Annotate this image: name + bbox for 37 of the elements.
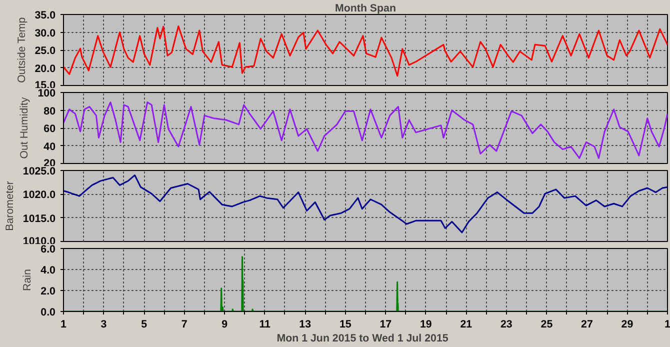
x-tick-label: 7 [181, 318, 188, 330]
y-axis-title: Rain [22, 268, 34, 291]
y-tick-label: 1020.0 [22, 189, 56, 202]
y-tick-label: 40 [44, 140, 56, 153]
x-tick-label: 25 [540, 318, 553, 330]
x-tick-label: 9 [222, 318, 228, 330]
x-tick-label: 21 [460, 318, 472, 330]
y-tick-label: 80 [44, 105, 56, 118]
x-tick-label: 19 [420, 318, 432, 330]
y-tick-label: 25.0 [34, 45, 56, 57]
x-tick-label: 11 [259, 318, 271, 330]
x-tick-label: 5 [141, 318, 148, 330]
y-tick-label: 6.0 [40, 244, 56, 256]
x-tick-label: 1 [664, 318, 670, 330]
x-tick-label: 15 [339, 318, 352, 330]
x-tick-label: 23 [500, 318, 512, 330]
x-tick-label: 13 [299, 318, 312, 330]
y-tick-label: 30.0 [34, 27, 56, 40]
y-tick-label: 4.0 [40, 264, 56, 276]
y-axis-title: Outside Temp [16, 17, 28, 83]
y-tick-label: 1015.0 [22, 212, 56, 225]
x-tick-label: 29 [621, 318, 634, 330]
y-tick-label: 0.0 [40, 306, 56, 318]
y-tick-label: 1025.0 [22, 166, 56, 178]
x-tick-label: 27 [581, 318, 593, 330]
y-axis-title: Barometer [4, 180, 16, 231]
x-tick-label: 3 [100, 318, 107, 330]
y-tick-label: 2.0 [40, 286, 56, 298]
x-axis-title: Mon 1 Jun 2015 to Wed 1 Jul 2015 [276, 332, 448, 344]
x-tick-label: 17 [380, 318, 392, 330]
chart-title: Month Span [335, 2, 396, 14]
x-tick-label: 1 [60, 318, 67, 330]
y-tick-label: 60 [44, 123, 56, 135]
y-tick-label: 35.0 [34, 10, 56, 22]
y-tick-label: 100 [38, 88, 56, 100]
y-tick-label: 20.0 [34, 62, 56, 75]
y-axis-title: Out Humidity [18, 96, 31, 159]
